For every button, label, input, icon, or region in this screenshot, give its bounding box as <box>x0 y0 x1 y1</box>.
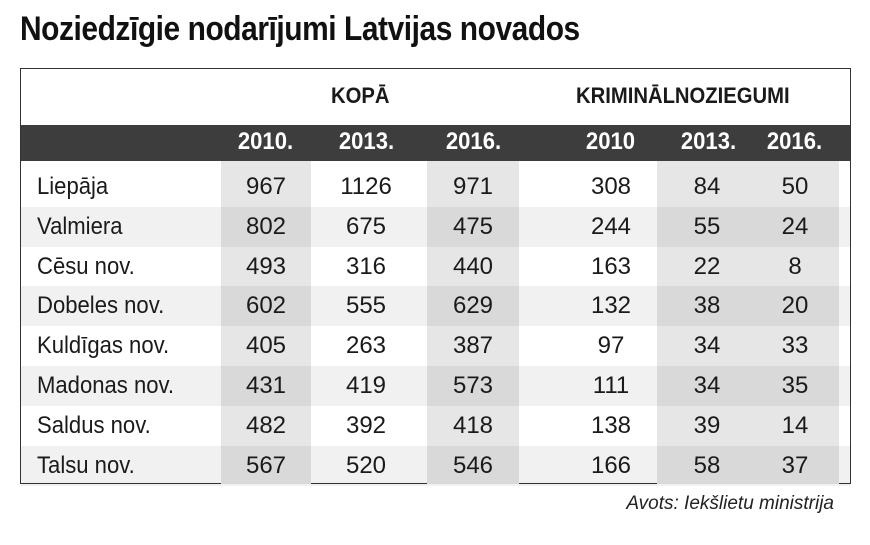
region-name: Valmiera <box>37 212 123 240</box>
table-cell: 50 <box>781 173 809 200</box>
table-cell: 55 <box>693 212 721 240</box>
year-header: 2013. <box>680 128 737 155</box>
table-cell: 263 <box>345 332 387 360</box>
table-cell: 1126 <box>340 173 392 200</box>
table-cell: 567 <box>245 451 287 479</box>
table-cell: 97 <box>597 332 625 360</box>
table-cell: 58 <box>693 451 721 479</box>
shaded-column <box>657 161 753 484</box>
table-cell: 392 <box>345 411 387 439</box>
table-cell: 629 <box>452 292 494 320</box>
crime-table: KOPĀ KRIMINĀLNOZIEGUMI 2010. 2013. 2016.… <box>20 68 851 486</box>
table-cell: 555 <box>345 292 387 320</box>
table-cell: 440 <box>452 252 494 280</box>
table-row: Kuldīgas nov. 405 263 387 97 34 33 <box>21 326 850 366</box>
group-label-kopa: KOPĀ <box>331 83 390 108</box>
table-cell: 475 <box>452 212 494 240</box>
table-cell: 20 <box>781 292 809 320</box>
table-cell: 166 <box>590 451 632 479</box>
table-cell: 24 <box>781 212 809 240</box>
year-header: 2010. <box>237 128 294 155</box>
table-cell: 418 <box>452 411 494 439</box>
table-cell: 34 <box>693 332 721 360</box>
table-cell: 38 <box>693 292 721 320</box>
table-row: Saldus nov. 482 392 418 138 39 14 <box>21 406 850 446</box>
table-row: Dobeles nov. 602 555 629 132 38 20 <box>21 286 850 327</box>
region-name: Cēsu nov. <box>37 252 135 280</box>
table-cell: 405 <box>245 332 287 360</box>
table-cell: 802 <box>245 212 287 240</box>
region-name: Talsu nov. <box>37 451 135 479</box>
table-row: Madonas nov. 431 419 573 111 34 35 <box>21 366 850 406</box>
year-header: 2013. <box>338 128 395 155</box>
table-cell: 37 <box>781 451 809 479</box>
year-header: 2016. <box>766 128 823 155</box>
year-header-bar: 2010. 2013. 2016. 2010 2013. 2016. <box>21 125 850 161</box>
table-cell: 132 <box>590 292 632 320</box>
table-row: Liepāja 967 1126 971 308 84 50 <box>21 167 850 207</box>
region-name: Kuldīgas nov. <box>37 332 170 360</box>
table-cell: 22 <box>693 252 721 280</box>
table-cell: 39 <box>693 411 721 439</box>
table-cell: 34 <box>693 372 721 399</box>
region-name: Dobeles nov. <box>37 292 165 320</box>
table-cell: 520 <box>345 451 387 479</box>
table-cell: 138 <box>590 411 632 439</box>
table-cell: 967 <box>245 173 287 200</box>
table-cell: 33 <box>781 332 809 360</box>
shaded-column <box>427 161 519 484</box>
region-name: Liepāja <box>37 173 109 200</box>
table-cell: 111 <box>592 372 630 399</box>
region-name: Madonas nov. <box>37 372 175 399</box>
group-label-kriminalnoziegumi: KRIMINĀLNOZIEGUMI <box>576 83 790 108</box>
table-cell: 308 <box>590 173 632 200</box>
table-cell: 14 <box>781 411 809 439</box>
table-cell: 431 <box>245 372 287 399</box>
table-row: Talsu nov. 567 520 546 166 58 37 <box>21 445 850 486</box>
table-row: Valmiera 802 675 475 244 55 24 <box>21 206 850 247</box>
year-header: 2010 <box>585 128 636 155</box>
table-cell: 546 <box>452 451 494 479</box>
table-row: Cēsu nov. 493 316 440 163 22 8 <box>21 247 850 287</box>
table-cell: 419 <box>345 372 387 399</box>
table-cell: 84 <box>693 173 721 200</box>
table-cell: 675 <box>345 212 387 240</box>
shaded-column <box>221 161 311 484</box>
table-cell: 35 <box>781 372 809 399</box>
page-title: Noziedzīgie nodarījumi Latvijas novados <box>20 10 580 48</box>
table-cell: 971 <box>452 173 494 200</box>
table-cell: 8 <box>788 252 802 280</box>
table-cell: 482 <box>245 411 287 439</box>
region-name: Saldus nov. <box>37 411 151 439</box>
table-cell: 602 <box>245 292 287 320</box>
table-cell: 244 <box>590 212 632 240</box>
table-cell: 387 <box>452 332 494 360</box>
year-header: 2016. <box>445 128 502 155</box>
table-cell: 316 <box>345 252 387 280</box>
table-cell: 573 <box>452 372 494 399</box>
source-note: Avots: Iekšlietu ministrija <box>626 493 834 514</box>
shaded-column <box>751 161 839 484</box>
column-group-row: KOPĀ KRIMINĀLNOZIEGUMI <box>21 69 850 125</box>
table-cell: 163 <box>590 252 632 280</box>
table-cell: 493 <box>245 252 287 280</box>
